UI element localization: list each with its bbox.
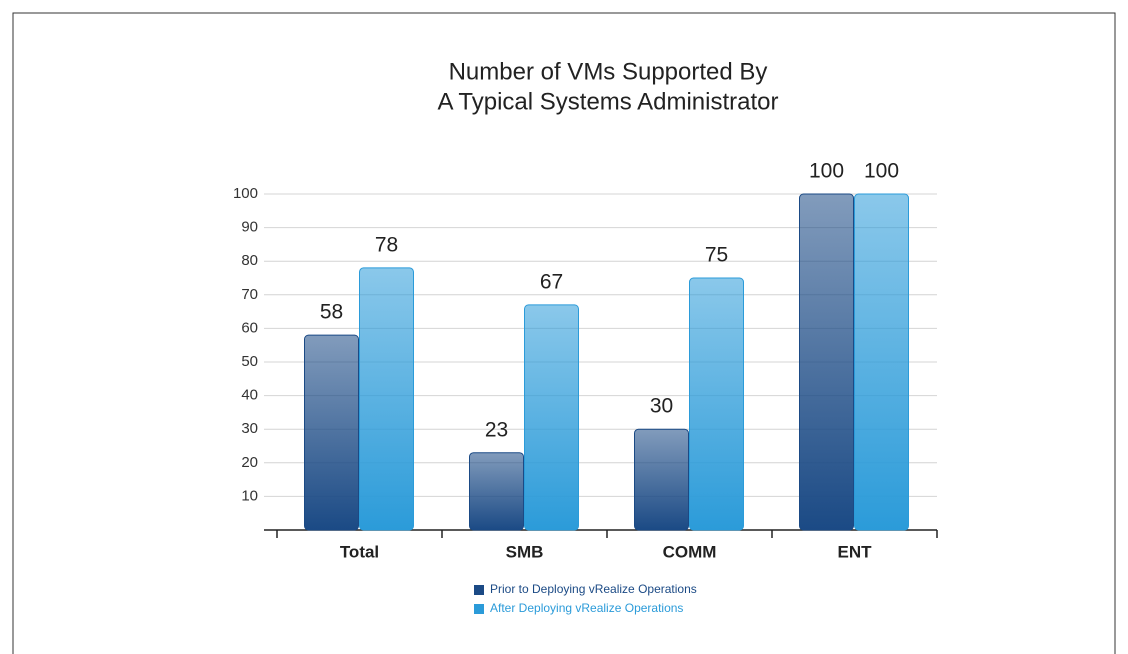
frame	[12, 12, 1116, 654]
bar	[854, 193, 909, 531]
x-tick-label: ENT	[838, 542, 873, 561]
data-label: 30	[650, 395, 673, 418]
y-tick-label: 90	[241, 219, 258, 236]
y-tick-label: 60	[241, 319, 258, 336]
x-tick-label: Total	[340, 542, 379, 561]
data-label: 78	[375, 233, 398, 256]
legend-label: Prior to Deploying vRealize Operations	[490, 582, 697, 596]
legend-label: After Deploying vRealize Operations	[490, 601, 683, 615]
y-tick-label: 20	[241, 454, 258, 471]
bar	[304, 334, 359, 531]
chart-title: Number of VMs Supported By	[449, 58, 768, 85]
data-label: 23	[485, 418, 508, 441]
bar	[799, 193, 854, 531]
data-label: 100	[809, 160, 844, 183]
legend-swatch	[474, 585, 484, 595]
y-tick-label: 30	[241, 420, 258, 437]
data-label: 100	[864, 160, 899, 183]
data-label: 67	[540, 270, 563, 293]
x-tick-label: SMB	[506, 542, 544, 561]
legend-swatch	[474, 604, 484, 614]
bar	[359, 267, 414, 531]
y-tick-label: 40	[241, 387, 258, 404]
data-label: 58	[320, 301, 343, 324]
y-tick-label: 80	[241, 252, 258, 269]
y-tick-label: 100	[233, 185, 258, 202]
data-label: 75	[705, 244, 728, 267]
bar	[469, 452, 524, 531]
y-tick-label: 50	[241, 353, 258, 370]
bar	[524, 304, 579, 531]
bar	[689, 277, 744, 531]
bar	[634, 428, 689, 531]
x-tick-label: COMM	[663, 542, 717, 561]
y-tick-label: 10	[241, 487, 258, 504]
chart-title: A Typical Systems Administrator	[437, 88, 778, 115]
y-tick-label: 70	[241, 286, 258, 303]
